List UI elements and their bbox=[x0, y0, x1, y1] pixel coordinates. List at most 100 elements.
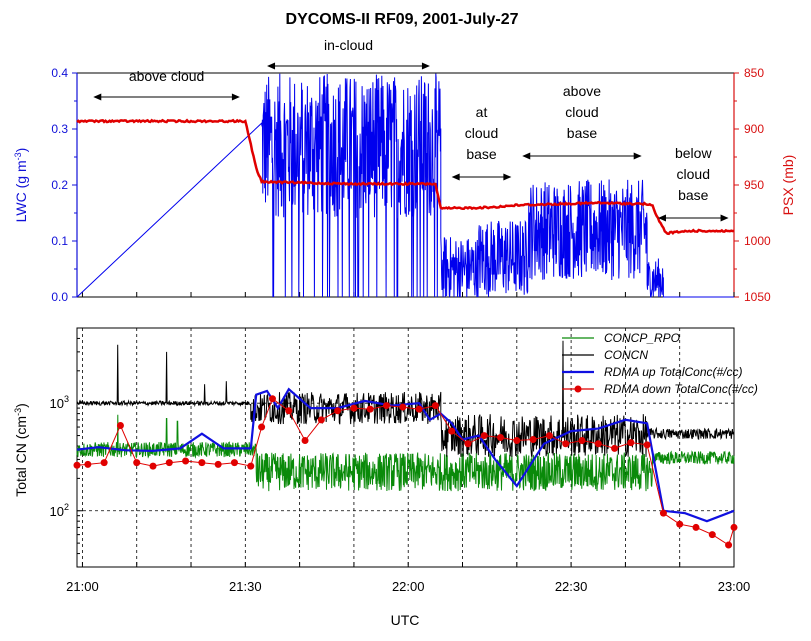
rdma-down-point bbox=[149, 462, 157, 470]
rdma-down-point bbox=[545, 432, 553, 440]
rdma-down-point bbox=[268, 395, 276, 403]
annotation-arrowhead bbox=[633, 152, 642, 160]
annotation-text: cloud bbox=[677, 166, 710, 182]
rdma-down-point bbox=[214, 460, 222, 468]
rdma-down-point bbox=[497, 433, 505, 441]
annotation-text: base bbox=[466, 146, 497, 162]
legend-label: CONCP_RPO bbox=[604, 331, 680, 345]
psx-tick-label: 1050 bbox=[744, 290, 771, 304]
concp-rpo-line bbox=[76, 414, 735, 492]
annotation-text: cloud bbox=[565, 104, 598, 120]
rdma-down-point bbox=[198, 459, 206, 467]
bottom-chart: 102 103 Total CN (cm-3) 21:00 21:30 22:00 22:3… bbox=[13, 327, 758, 594]
rdma-down-point bbox=[84, 460, 92, 468]
rdma-down-point bbox=[350, 404, 358, 412]
x-tick-label: 23:00 bbox=[718, 579, 751, 594]
rdma-down-point bbox=[708, 531, 716, 539]
annotation-arrowhead bbox=[93, 93, 102, 101]
legend-label: RDMA up TotalConc(#/cc) bbox=[604, 365, 743, 379]
annotation-arrowhead bbox=[267, 62, 276, 70]
rdma-down-point bbox=[165, 459, 173, 467]
rdma-down-point bbox=[529, 435, 537, 443]
bottom-plot-frame bbox=[76, 327, 735, 568]
rdma-down-point bbox=[730, 523, 738, 531]
rdma-down-point bbox=[116, 422, 124, 430]
rdma-down-point bbox=[247, 462, 255, 470]
annotation-text: cloud bbox=[465, 125, 498, 141]
legend: CONCP_RPO CONCN RDMA up TotalConc(#/cc) RDM… bbox=[562, 331, 758, 396]
legend-label: RDMA down TotalConc(#/cc) bbox=[604, 382, 758, 396]
rdma-down-point bbox=[643, 441, 651, 449]
lwc-axis-label: LWC (g m-3) bbox=[13, 148, 29, 223]
x-axis-label: UTC bbox=[391, 612, 420, 628]
rdma-down-point bbox=[301, 436, 309, 444]
rdma-down-point bbox=[676, 520, 684, 528]
rdma-down-point bbox=[480, 432, 488, 440]
rdma-down-point bbox=[258, 423, 266, 431]
rdma-down-point bbox=[100, 459, 108, 467]
chart-title: DYCOMS-II RF09, 2001-July-27 bbox=[286, 11, 519, 28]
lwc-tick-label: 0.3 bbox=[51, 122, 68, 136]
annotation-arrowhead bbox=[451, 173, 460, 181]
annotation-arrowhead bbox=[720, 214, 729, 222]
rdma-down-point bbox=[73, 461, 81, 469]
annotation-arrowhead bbox=[231, 93, 240, 101]
annotation-text: above cloud bbox=[129, 68, 205, 84]
rdma-down-point bbox=[317, 416, 325, 424]
legend-marker bbox=[574, 385, 582, 393]
rdma-down-point bbox=[182, 457, 190, 465]
rdma-down-point bbox=[334, 407, 342, 415]
rdma-down-point bbox=[366, 405, 374, 413]
annotation-arrowhead bbox=[503, 173, 512, 181]
annotation-arrowhead bbox=[522, 152, 531, 160]
psx-tick-label: 1000 bbox=[744, 234, 771, 248]
annotation-text: in-cloud bbox=[324, 37, 373, 53]
annotation-text: at bbox=[476, 104, 488, 120]
rdma-down-point bbox=[230, 459, 238, 467]
rdma-down-point bbox=[415, 405, 423, 413]
rdma-down-point bbox=[594, 440, 602, 448]
rdma-down-point bbox=[513, 436, 521, 444]
rdma-down-point bbox=[562, 440, 570, 448]
lwc-tick-label: 0.1 bbox=[51, 234, 68, 248]
lwc-tick-label: 0.0 bbox=[51, 290, 68, 304]
rdma-down-point bbox=[399, 403, 407, 411]
lwc-line bbox=[76, 73, 734, 298]
annotation-text: below bbox=[675, 145, 712, 161]
rdma-up-line bbox=[76, 387, 735, 523]
rdma-down-point bbox=[611, 444, 619, 452]
rdma-down-point bbox=[692, 523, 700, 531]
cn-axis-label: Total CN (cm-3) bbox=[13, 403, 29, 497]
rdma-down-point bbox=[725, 541, 733, 549]
y-tick-label: 102 bbox=[50, 502, 69, 519]
annotation-text: base bbox=[678, 187, 709, 203]
rdma-down-point bbox=[133, 459, 141, 467]
lwc-tick-label: 0.4 bbox=[51, 66, 68, 80]
y-tick-label: 103 bbox=[50, 394, 69, 411]
lwc-tick-label: 0.2 bbox=[51, 178, 68, 192]
rdma-down-point bbox=[627, 439, 635, 447]
legend-label: CONCN bbox=[604, 348, 648, 362]
rdma-down-point bbox=[382, 402, 390, 410]
x-tick-label: 22:00 bbox=[392, 579, 425, 594]
psx-tick-label: 950 bbox=[744, 178, 764, 192]
annotation-arrowhead bbox=[421, 62, 430, 70]
x-tick-label: 21:00 bbox=[66, 579, 99, 594]
psx-axis-label: PSX (mb) bbox=[780, 155, 796, 216]
rdma-down-point bbox=[578, 436, 586, 444]
psx-tick-label: 850 bbox=[744, 66, 764, 80]
rdma-down-point bbox=[448, 427, 456, 435]
annotation-text: base bbox=[567, 125, 598, 141]
rdma-down-point bbox=[464, 440, 472, 448]
rdma-down-point bbox=[659, 509, 667, 517]
annotation-arrowhead bbox=[657, 214, 666, 222]
psx-tick-label: 900 bbox=[744, 122, 764, 136]
psx-line bbox=[76, 118, 735, 236]
rdma-down-point bbox=[431, 402, 439, 410]
x-tick-label: 21:30 bbox=[229, 579, 262, 594]
annotation-text: above bbox=[563, 83, 601, 99]
x-tick-label: 22:30 bbox=[555, 579, 588, 594]
rdma-down-point bbox=[285, 407, 293, 415]
top-chart: 0.0 0.1 0.2 0.3 0.4 LWC (g m-3) 850 900 950 1000 1… bbox=[13, 37, 796, 304]
